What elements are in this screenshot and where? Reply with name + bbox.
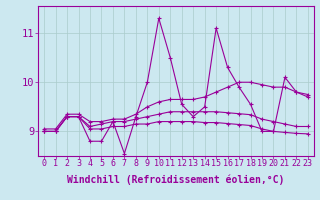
X-axis label: Windchill (Refroidissement éolien,°C): Windchill (Refroidissement éolien,°C) (67, 174, 285, 185)
